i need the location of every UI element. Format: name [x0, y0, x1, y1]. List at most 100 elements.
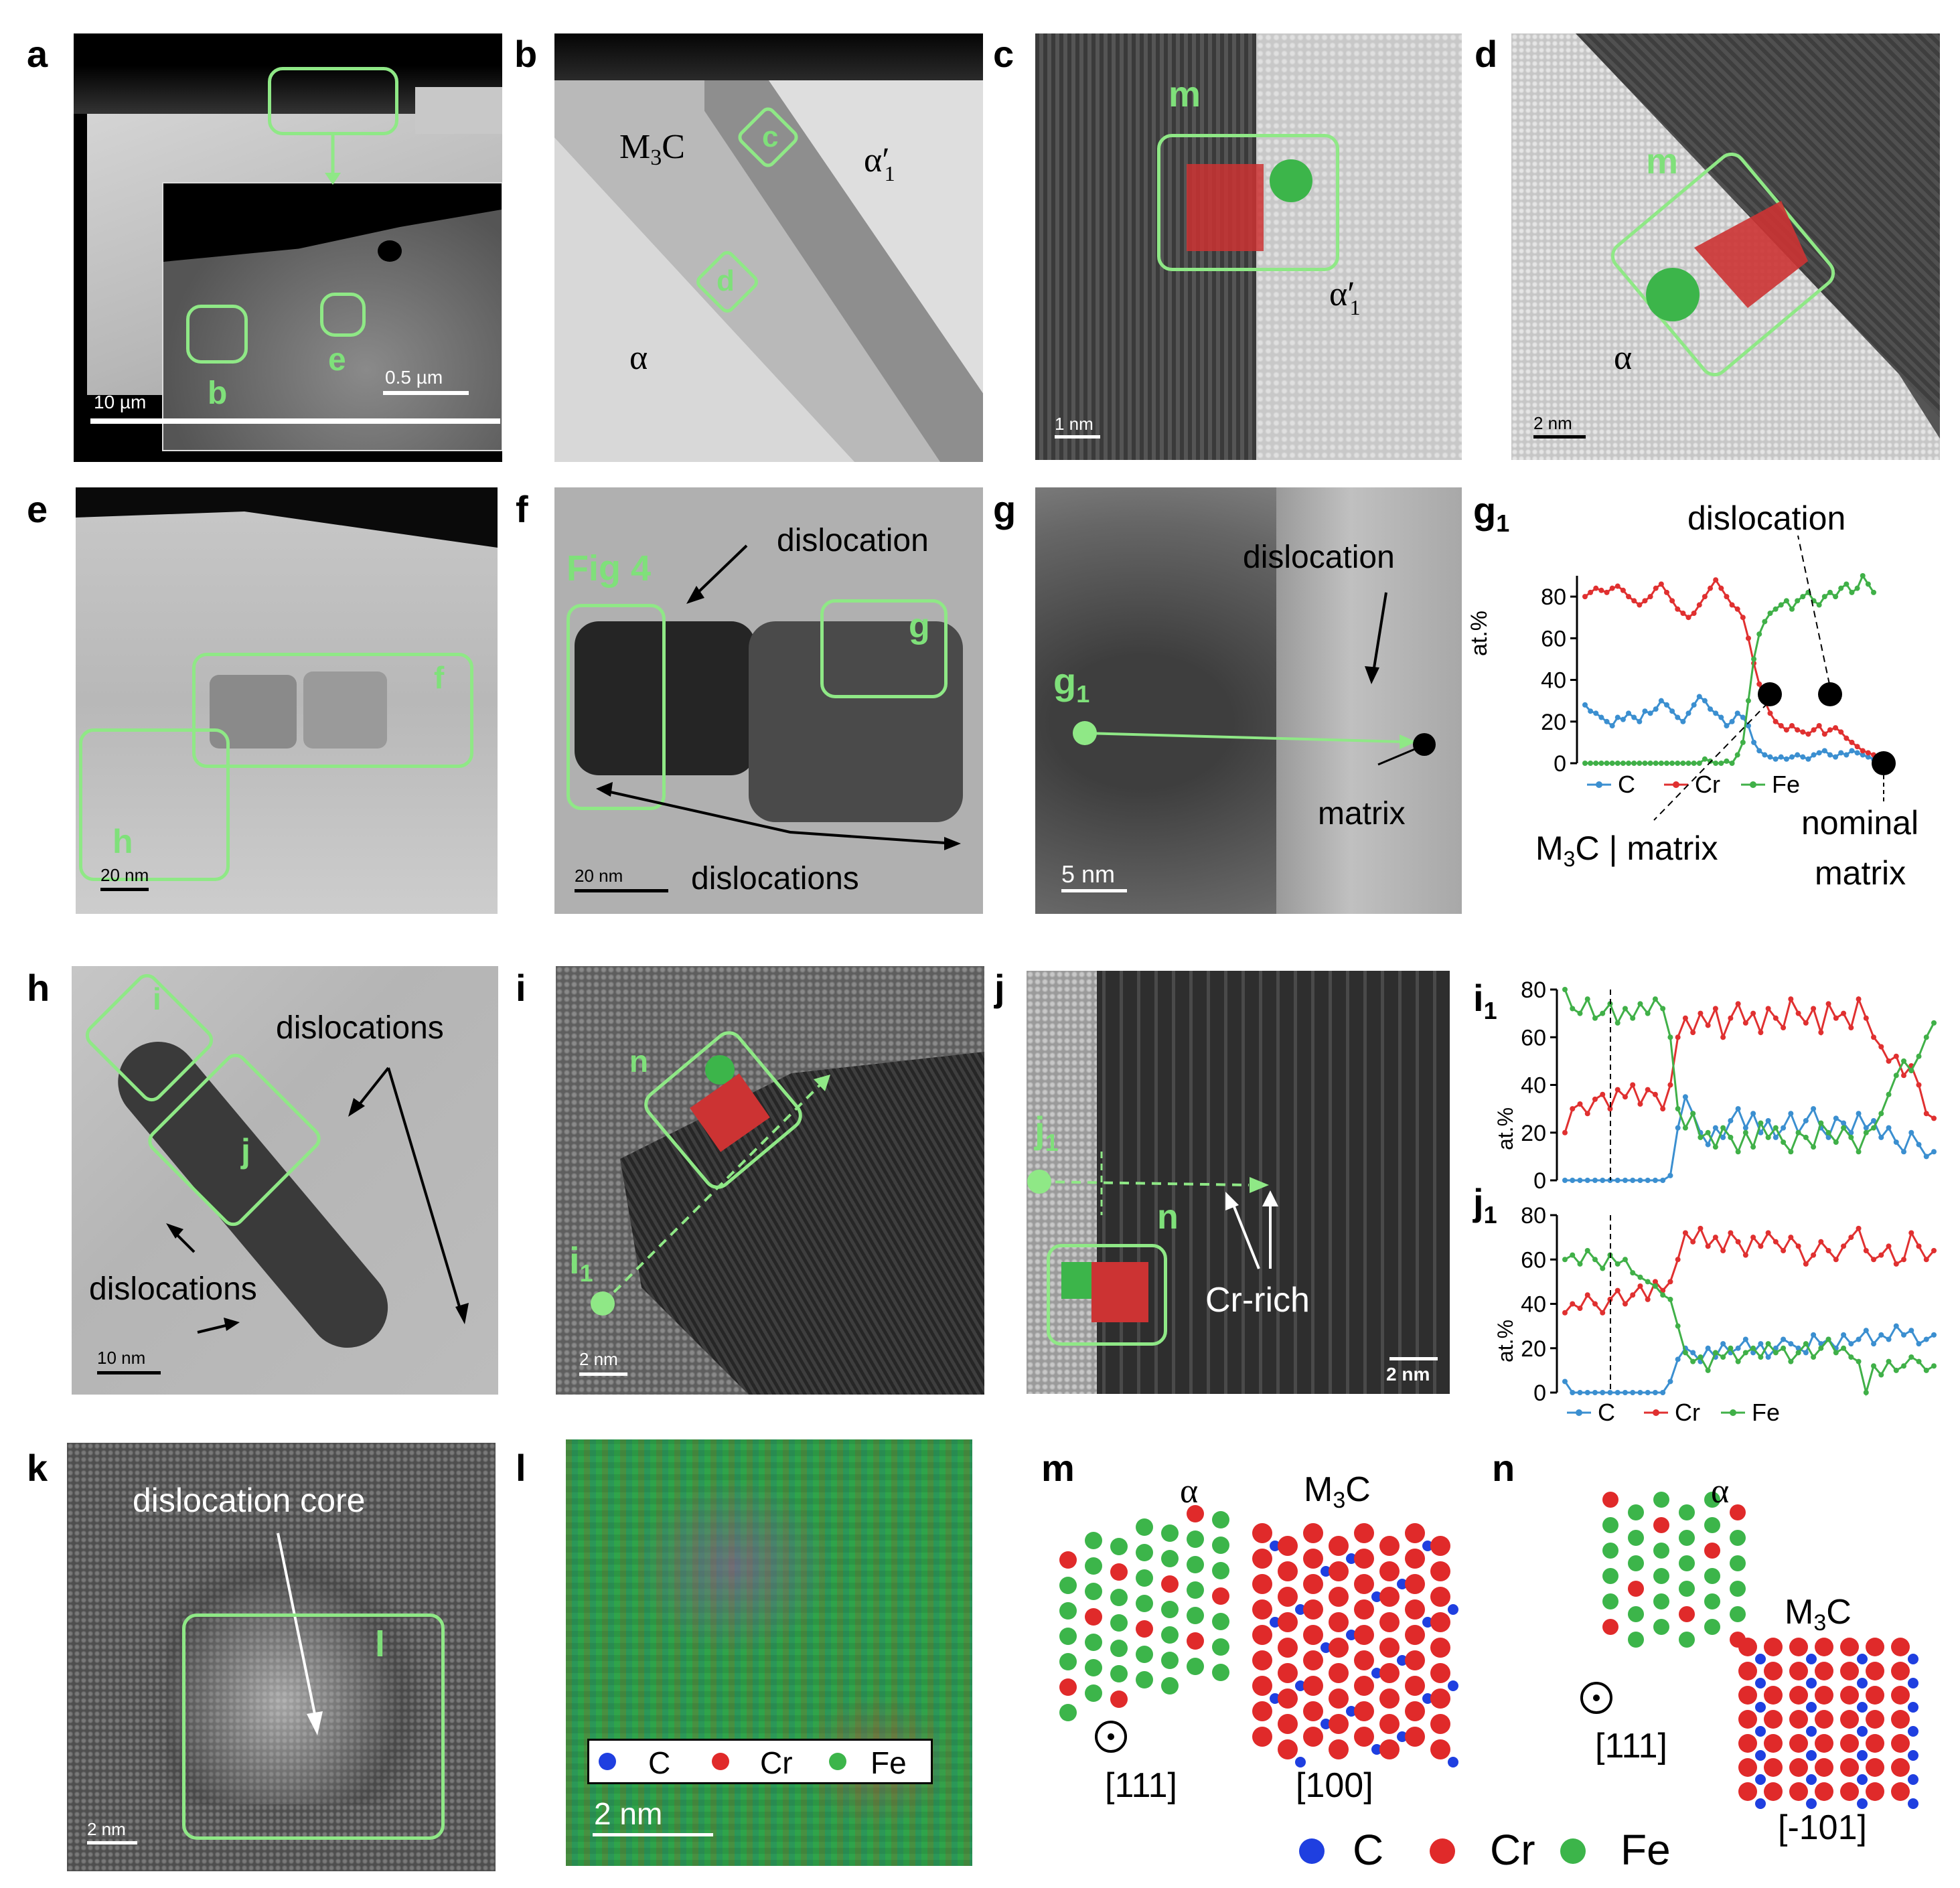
point-j1-Fe-4 — [1592, 1257, 1598, 1263]
point-g1-C-15 — [1663, 702, 1669, 708]
legend-c-label: C — [648, 1745, 671, 1780]
point-j1-C-31 — [1795, 1345, 1801, 1351]
point-j1-Fe-43 — [1886, 1358, 1892, 1364]
point-g1-C-20 — [1691, 702, 1697, 708]
m-ferrite-atom-28 — [1161, 1524, 1179, 1542]
point-j1-Cr-28 — [1773, 1239, 1779, 1245]
point-g1-Fe-51 — [1860, 573, 1866, 578]
point-i1-C-27 — [1765, 1117, 1771, 1123]
point-g1-Fe-29 — [1740, 739, 1746, 745]
panel-h-label-i: i — [153, 981, 161, 1016]
panel-l-legend: C Cr Fe — [587, 1739, 933, 1784]
m-carbide-atom-49 — [1379, 1638, 1400, 1658]
point-i1-Cr-29 — [1781, 1025, 1787, 1030]
m-carbide-atom-71 — [1430, 1739, 1450, 1759]
point-g1-Cr-32 — [1756, 681, 1762, 687]
n-carbide-atom-25 — [1815, 1734, 1833, 1753]
g1-marker-interface — [1758, 682, 1782, 706]
point-i1-Fe-31 — [1795, 1129, 1801, 1135]
point-g1-Cr-41 — [1805, 731, 1811, 737]
point-j1-Cr-17 — [1690, 1239, 1696, 1245]
panel-a-label-e: e — [328, 342, 346, 378]
point-g1-Fe-18 — [1680, 761, 1686, 766]
panel-e-scale-bar — [100, 888, 149, 891]
point-g1-C-5 — [1609, 723, 1615, 728]
panel-b-label-d: d — [717, 264, 735, 297]
point-j1-Fe-0 — [1562, 1257, 1568, 1263]
panel-m-zone-alpha: [111] — [1105, 1766, 1177, 1805]
point-g1-C-23 — [1708, 706, 1714, 712]
point-g1-C-27 — [1729, 718, 1735, 724]
point-g1-Fe-8 — [1626, 761, 1632, 766]
point-g1-Fe-33 — [1762, 619, 1768, 625]
bottom-legend-fe-swatch — [1560, 1838, 1586, 1864]
point-g1-C-8 — [1626, 710, 1632, 716]
m-carbon-atom-7 — [1270, 1693, 1280, 1704]
point-j1-C-13 — [1660, 1390, 1666, 1395]
point-i1-Fe-33 — [1811, 1144, 1817, 1150]
point-j1-Fe-1 — [1570, 1252, 1576, 1258]
point-j1-Fe-40 — [1863, 1390, 1869, 1395]
m-carbon-atom-66 — [1448, 1604, 1458, 1615]
point-i1-Fe-19 — [1705, 1129, 1711, 1135]
m-carbon-atom-1 — [1270, 1541, 1280, 1551]
point-i1-Fe-24 — [1742, 1129, 1748, 1135]
point-g1-C-9 — [1631, 714, 1637, 720]
n-carbide-atom-30 — [1840, 1686, 1859, 1705]
m-carbide-atom-64 — [1430, 1561, 1450, 1581]
panel-d-label-alpha: α — [1614, 339, 1633, 377]
m-carbide-atom-4 — [1252, 1625, 1272, 1645]
point-g1-Cr-4 — [1604, 589, 1610, 595]
panel-c-label-alpha1: α′1 — [1329, 275, 1361, 319]
panel-d-label-m: m — [1646, 141, 1679, 181]
panel-i-label-n: n — [629, 1044, 649, 1079]
point-i1-Fe-48 — [1923, 1034, 1929, 1040]
point-j1-C-32 — [1803, 1350, 1809, 1356]
point-g1-Fe-30 — [1745, 698, 1751, 704]
point-g1-Fe-15 — [1663, 761, 1669, 766]
point-j1-Cr-26 — [1758, 1243, 1764, 1249]
point-j1-Fe-5 — [1600, 1265, 1606, 1271]
point-i1-Cr-45 — [1901, 1073, 1907, 1079]
n-ferrite-atom-6 — [1628, 1504, 1644, 1520]
point-i1-Cr-16 — [1682, 1015, 1688, 1021]
point-j1-C-15 — [1675, 1356, 1681, 1362]
point-g1-C-22 — [1702, 698, 1708, 704]
panel-letter-h: h — [27, 967, 50, 1009]
n-carbide-atom-35 — [1866, 1638, 1884, 1656]
point-i1-Cr-10 — [1637, 1101, 1643, 1107]
point-j1-Fe-6 — [1607, 1252, 1613, 1258]
point-j1-Cr-2 — [1577, 1306, 1583, 1312]
point-j1-C-40 — [1863, 1328, 1869, 1334]
point-j1-Cr-1 — [1570, 1301, 1576, 1307]
m-carbide-atom-8 — [1252, 1727, 1272, 1747]
point-j1-C-21 — [1720, 1341, 1726, 1347]
n-carbide-atom-42 — [1891, 1638, 1910, 1656]
panel-f-label-dislocations: dislocations — [691, 861, 859, 896]
point-g1-Cr-15 — [1663, 589, 1669, 595]
point-j1-Cr-14 — [1667, 1279, 1673, 1285]
n-carbide-atom-6 — [1738, 1782, 1757, 1801]
m-carbide-atom-15 — [1278, 1688, 1298, 1709]
point-j1-Fe-13 — [1660, 1292, 1666, 1298]
point-g1-Cr-49 — [1849, 739, 1855, 745]
panel-n-zone-m3c: [-101] — [1778, 1808, 1867, 1847]
point-j1-C-2 — [1577, 1390, 1583, 1395]
point-j1-Cr-24 — [1742, 1252, 1748, 1258]
point-i1-Cr-24 — [1742, 1020, 1748, 1026]
point-g1-Fe-3 — [1598, 761, 1604, 766]
point-i1-Fe-49 — [1931, 1020, 1937, 1026]
panel-k-label-l: l — [375, 1624, 386, 1664]
n-carbide-atom-15 — [1789, 1662, 1808, 1680]
point-g1-Fe-47 — [1838, 585, 1844, 591]
point-i1-C-9 — [1630, 1178, 1636, 1183]
bottom-legend-fe-label: Fe — [1620, 1826, 1671, 1874]
n-ferrite-atom-17 — [1653, 1619, 1669, 1635]
y-tick-label-g1-20: 20 — [1541, 710, 1566, 735]
n-carbon-atom-34 — [1857, 1774, 1868, 1785]
point-i1-Fe-20 — [1712, 1144, 1718, 1150]
legend-fe-label: Fe — [871, 1745, 907, 1780]
m-ferrite-atom-2 — [1059, 1602, 1077, 1620]
n-ferrite-atom-0 — [1602, 1492, 1618, 1508]
point-g1-Cr-30 — [1745, 635, 1751, 641]
